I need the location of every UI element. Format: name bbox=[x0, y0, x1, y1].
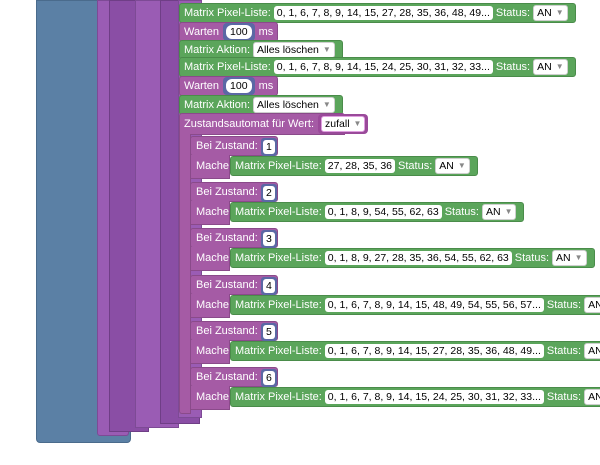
wait-label: Warten bbox=[184, 80, 220, 92]
case-block[interactable]: Bei Zustand: 5 bbox=[190, 321, 278, 341]
status-dropdown[interactable]: AN▼ bbox=[584, 297, 600, 313]
case-state-field[interactable]: 6 bbox=[263, 371, 275, 385]
pixel-list-field[interactable]: 0, 1, 6, 7, 8, 9, 14, 15, 27, 28, 35, 36… bbox=[273, 6, 493, 20]
matrix-pixel-list-block[interactable]: Matrix Pixel-Liste: 0, 1, 6, 7, 8, 9, 14… bbox=[230, 295, 600, 315]
matrix-list-label: Matrix Pixel-Liste: bbox=[235, 252, 322, 264]
case-block[interactable]: Bei Zustand: 6 bbox=[190, 367, 278, 387]
case-when-label: Bei Zustand: bbox=[196, 371, 258, 383]
matrix-list-label: Matrix Pixel-Liste: bbox=[235, 299, 322, 311]
case-body: Mache: bbox=[190, 155, 233, 179]
wait-label: Warten bbox=[184, 26, 220, 38]
case-block[interactable]: Bei Zustand: 4 bbox=[190, 275, 278, 295]
matrix-action-dropdown[interactable]: Alles löschen ▼ bbox=[253, 42, 335, 58]
case-state-field[interactable]: 4 bbox=[263, 279, 275, 293]
chevron-down-icon: ▼ bbox=[353, 119, 362, 128]
case-state-field[interactable]: 1 bbox=[263, 140, 275, 154]
matrix-pixel-list-block[interactable]: Matrix Pixel-Liste: 0, 1, 8, 9, 27, 28, … bbox=[230, 248, 595, 268]
case-block[interactable]: Bei Zustand: 3 bbox=[190, 228, 278, 248]
case-when-label: Bei Zustand: bbox=[196, 186, 258, 198]
status-dropdown[interactable]: AN▼ bbox=[533, 59, 568, 75]
wait-block[interactable]: Warten 100 ms bbox=[179, 22, 279, 42]
status-dropdown[interactable]: AN▼ bbox=[552, 250, 587, 266]
wait-value-field[interactable]: 100 bbox=[226, 25, 252, 39]
status-label: Status: bbox=[495, 61, 531, 73]
case-block[interactable]: Bei Zustand: 1 bbox=[190, 136, 278, 156]
matrix-pixel-list-block[interactable]: Matrix Pixel-Liste: 0, 1, 6, 7, 8, 9, 14… bbox=[230, 341, 600, 361]
status-label: Status: bbox=[495, 7, 531, 19]
status-label: Status: bbox=[546, 345, 582, 357]
pixel-list-field[interactable]: 0, 1, 6, 7, 8, 9, 14, 15, 24, 25, 30, 31… bbox=[273, 60, 493, 74]
pixel-list-field[interactable]: 0, 1, 6, 7, 8, 9, 14, 15, 24, 25, 30, 31… bbox=[324, 390, 544, 404]
pixel-list-field[interactable]: 0, 1, 6, 7, 8, 9, 14, 15, 48, 49, 54, 55… bbox=[324, 298, 544, 312]
status-dropdown[interactable]: AN▼ bbox=[481, 204, 517, 220]
status-label: Status: bbox=[398, 160, 433, 172]
status-dropdown[interactable]: AN▼ bbox=[435, 158, 470, 174]
case-do-label: Mache: bbox=[196, 299, 233, 311]
status-label: Status: bbox=[444, 206, 479, 218]
case-body: Mache: bbox=[190, 340, 233, 364]
state-machine-body-rail bbox=[179, 134, 191, 414]
wait-block[interactable]: Warten 100 ms bbox=[179, 76, 279, 96]
case-when-label: Bei Zustand: bbox=[196, 140, 258, 152]
case-do-label: Mache: bbox=[196, 252, 233, 264]
matrix-list-label: Matrix Pixel-Liste: bbox=[235, 160, 322, 172]
pixel-list-field[interactable]: 0, 1, 6, 7, 8, 9, 14, 15, 27, 28, 35, 36… bbox=[324, 344, 544, 358]
matrix-list-label: Matrix Pixel-Liste: bbox=[235, 391, 322, 403]
matrix-action-label: Matrix Aktion: bbox=[184, 44, 251, 56]
matrix-action-label: Matrix Aktion: bbox=[184, 99, 251, 111]
case-body: Mache: bbox=[190, 386, 233, 410]
chevron-down-icon: ▼ bbox=[457, 161, 466, 170]
case-do-label: Mache: bbox=[196, 206, 233, 218]
random-value-dropdown[interactable]: zufall ▼ bbox=[321, 116, 366, 132]
status-dropdown[interactable]: AN▼ bbox=[533, 5, 568, 21]
case-do-label: Mache: bbox=[196, 345, 233, 357]
matrix-pixel-list-block[interactable]: Matrix Pixel-Liste: 0, 1, 6, 7, 8, 9, 14… bbox=[230, 387, 600, 407]
matrix-list-label: Matrix Pixel-Liste: bbox=[235, 206, 322, 218]
case-when-label: Bei Zustand: bbox=[196, 325, 258, 337]
case-state-field[interactable]: 5 bbox=[263, 325, 275, 339]
case-when-label: Bei Zustand: bbox=[196, 279, 258, 291]
pixel-list-field[interactable]: 0, 1, 8, 9, 54, 55, 62, 63 bbox=[324, 205, 442, 219]
status-dropdown[interactable]: AN▼ bbox=[584, 389, 600, 405]
matrix-action-block[interactable]: Matrix Aktion: Alles löschen ▼ bbox=[179, 40, 343, 60]
state-machine-block[interactable]: Zustandsautomat für Wert: zufall ▼ bbox=[179, 113, 369, 135]
case-state-field[interactable]: 3 bbox=[263, 232, 275, 246]
chevron-down-icon: ▼ bbox=[322, 100, 331, 109]
status-dropdown[interactable]: AN▼ bbox=[584, 343, 600, 359]
matrix-list-label: Matrix Pixel-Liste: bbox=[184, 7, 271, 19]
case-body: Mache: bbox=[190, 294, 233, 318]
matrix-list-label: Matrix Pixel-Liste: bbox=[184, 61, 271, 73]
matrix-pixel-list-block[interactable]: Matrix Pixel-Liste: 0, 1, 6, 7, 8, 9, 14… bbox=[179, 3, 576, 23]
status-label: Status: bbox=[514, 252, 550, 264]
matrix-list-label: Matrix Pixel-Liste: bbox=[235, 345, 322, 357]
matrix-pixel-list-block[interactable]: Matrix Pixel-Liste: 0, 1, 8, 9, 54, 55, … bbox=[230, 202, 525, 222]
case-body: Mache: bbox=[190, 247, 233, 271]
wait-value-field[interactable]: 100 bbox=[226, 79, 252, 93]
case-when-label: Bei Zustand: bbox=[196, 232, 258, 244]
wait-unit: ms bbox=[258, 80, 274, 92]
wait-unit: ms bbox=[258, 26, 274, 38]
pixel-list-field[interactable]: 27, 28, 35, 36 bbox=[324, 159, 396, 173]
chevron-down-icon: ▼ bbox=[555, 8, 564, 17]
case-state-field[interactable]: 2 bbox=[263, 186, 275, 200]
chevron-down-icon: ▼ bbox=[555, 62, 564, 71]
case-body: Mache: bbox=[190, 201, 233, 225]
pixel-list-field[interactable]: 0, 1, 8, 9, 27, 28, 35, 36, 54, 55, 62, … bbox=[324, 251, 512, 265]
state-machine-label: Zustandsautomat für Wert: bbox=[184, 118, 315, 130]
matrix-pixel-list-block[interactable]: Matrix Pixel-Liste: 27, 28, 35, 36 Statu… bbox=[230, 156, 478, 176]
case-do-label: Mache: bbox=[196, 160, 233, 172]
status-label: Status: bbox=[546, 299, 582, 311]
case-block[interactable]: Bei Zustand: 2 bbox=[190, 182, 278, 202]
matrix-pixel-list-block[interactable]: Matrix Pixel-Liste: 0, 1, 6, 7, 8, 9, 14… bbox=[179, 57, 576, 77]
chevron-down-icon: ▼ bbox=[504, 207, 513, 216]
case-do-label: Mache: bbox=[196, 391, 233, 403]
matrix-action-block[interactable]: Matrix Aktion: Alles löschen ▼ bbox=[179, 95, 343, 115]
chevron-down-icon: ▼ bbox=[322, 45, 331, 54]
chevron-down-icon: ▼ bbox=[574, 253, 583, 262]
status-label: Status: bbox=[546, 391, 582, 403]
matrix-action-dropdown[interactable]: Alles löschen ▼ bbox=[253, 97, 335, 113]
